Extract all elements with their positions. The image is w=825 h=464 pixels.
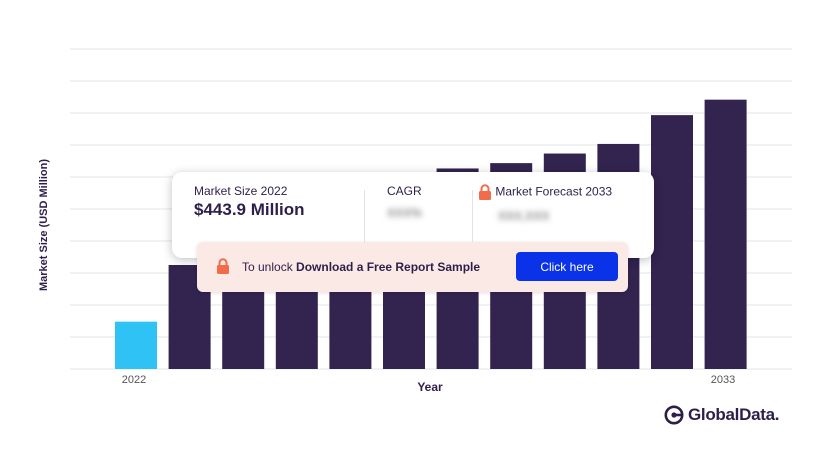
unlock-banner: To unlock Download a Free Report Sample … [197,242,628,292]
brand-name: GlobalData. [688,405,780,424]
y-axis-label: Market Size (USD Million) [38,158,50,292]
unlock-prefix: To unlock [242,260,297,274]
divider [472,190,473,242]
bar-2033 [704,99,747,370]
x-tick-first: 2022 [121,374,147,386]
cagr-stat: CAGR XXX% [387,184,422,222]
forecast-label-row: Market Forecast 2033 [478,184,612,201]
unlock-text: To unlock Download a Free Report Sample [242,260,480,274]
market-size-label: Market Size 2022 [194,184,288,198]
x-tick-last: 2033 [710,374,736,386]
lock-icon [217,258,229,274]
forecast-label: Market Forecast 2033 [495,184,613,199]
market-size-stat: Market Size 2022 $443.9 Million [194,184,305,220]
lock-icon [479,184,491,200]
divider [364,190,365,242]
market-size-value: $443.9 Million [194,200,305,219]
download-sample-link[interactable]: Download a Free Report Sample [296,260,481,274]
forecast-stat: Market Forecast 2033 XXX,XXX [478,184,612,225]
cagr-label: CAGR [387,184,422,198]
forecast-value-blurred: XXX,XXX [498,209,550,223]
bar-2032 [651,115,693,369]
cagr-value-blurred: XXX% [387,206,422,220]
x-axis-label: Year [417,380,443,394]
bar-2022 [115,321,157,369]
globaldata-logo-icon [664,405,684,425]
globaldata-logo: GlobalData. [664,405,779,425]
click-here-button[interactable]: Click here [516,252,618,281]
